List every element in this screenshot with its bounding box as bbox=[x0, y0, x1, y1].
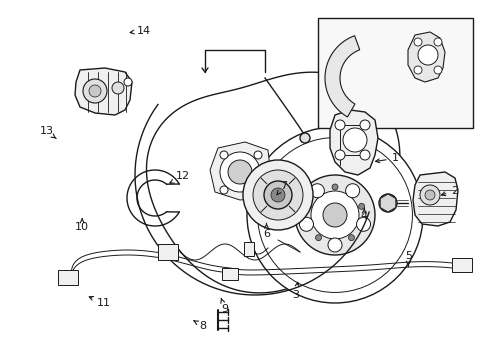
Polygon shape bbox=[325, 36, 359, 117]
Text: 2: 2 bbox=[441, 186, 457, 196]
Circle shape bbox=[334, 120, 345, 130]
Circle shape bbox=[310, 191, 358, 239]
Circle shape bbox=[252, 170, 303, 220]
Circle shape bbox=[334, 150, 345, 160]
Circle shape bbox=[359, 120, 369, 130]
Polygon shape bbox=[158, 244, 178, 260]
Circle shape bbox=[345, 184, 359, 198]
Text: 11: 11 bbox=[89, 297, 111, 308]
Text: 3: 3 bbox=[292, 282, 299, 300]
Text: 4: 4 bbox=[360, 208, 367, 221]
Polygon shape bbox=[407, 32, 444, 82]
Circle shape bbox=[359, 150, 369, 160]
Circle shape bbox=[220, 151, 227, 159]
Circle shape bbox=[310, 184, 324, 198]
Circle shape bbox=[413, 66, 421, 74]
Circle shape bbox=[89, 85, 101, 97]
Polygon shape bbox=[380, 194, 395, 212]
Circle shape bbox=[342, 128, 366, 152]
Circle shape bbox=[124, 78, 132, 86]
Circle shape bbox=[299, 217, 313, 231]
Circle shape bbox=[227, 160, 251, 184]
Circle shape bbox=[220, 186, 227, 194]
Circle shape bbox=[270, 188, 285, 202]
Text: 5: 5 bbox=[404, 251, 411, 266]
Text: 12: 12 bbox=[169, 171, 190, 183]
Circle shape bbox=[246, 127, 422, 303]
Polygon shape bbox=[58, 270, 78, 285]
Circle shape bbox=[83, 79, 107, 103]
Circle shape bbox=[413, 38, 421, 46]
Polygon shape bbox=[75, 68, 132, 115]
Circle shape bbox=[315, 235, 321, 240]
Circle shape bbox=[327, 238, 341, 252]
Text: 7: 7 bbox=[276, 181, 286, 195]
Text: 10: 10 bbox=[75, 219, 89, 232]
Text: 6: 6 bbox=[263, 224, 269, 239]
Circle shape bbox=[243, 160, 312, 230]
Circle shape bbox=[331, 184, 337, 190]
Circle shape bbox=[356, 217, 370, 231]
Polygon shape bbox=[329, 110, 377, 175]
Circle shape bbox=[220, 152, 260, 192]
Circle shape bbox=[253, 186, 262, 194]
Circle shape bbox=[294, 175, 374, 255]
Text: 9: 9 bbox=[221, 298, 228, 314]
Polygon shape bbox=[209, 142, 271, 200]
Circle shape bbox=[299, 133, 309, 143]
Polygon shape bbox=[244, 242, 253, 256]
Circle shape bbox=[264, 181, 291, 209]
Circle shape bbox=[348, 235, 354, 240]
Circle shape bbox=[417, 45, 437, 65]
Polygon shape bbox=[412, 172, 457, 226]
Circle shape bbox=[305, 203, 311, 210]
Bar bbox=[317, 18, 472, 128]
Circle shape bbox=[112, 82, 124, 94]
Circle shape bbox=[433, 38, 441, 46]
Polygon shape bbox=[146, 72, 399, 293]
Polygon shape bbox=[451, 258, 471, 272]
Circle shape bbox=[378, 194, 396, 212]
Polygon shape bbox=[222, 268, 238, 280]
Text: 14: 14 bbox=[130, 26, 151, 36]
Text: 1: 1 bbox=[375, 153, 398, 163]
Text: 13: 13 bbox=[40, 126, 56, 139]
Text: 8: 8 bbox=[194, 321, 206, 331]
Circle shape bbox=[253, 151, 262, 159]
Circle shape bbox=[323, 203, 346, 227]
Circle shape bbox=[358, 203, 364, 210]
Circle shape bbox=[433, 66, 441, 74]
Circle shape bbox=[419, 185, 439, 205]
Circle shape bbox=[424, 190, 434, 200]
